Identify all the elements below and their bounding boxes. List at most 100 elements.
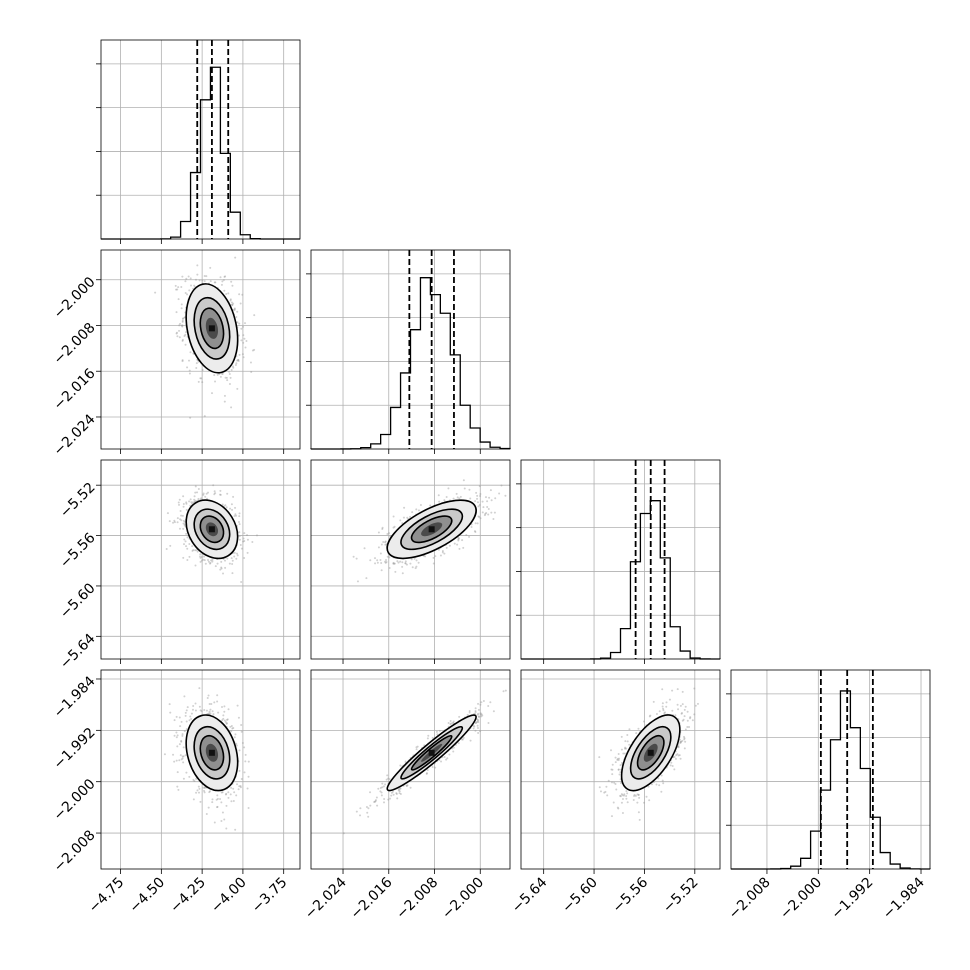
scatter-point bbox=[222, 278, 225, 281]
scatter-point bbox=[182, 527, 185, 530]
scatter-point bbox=[196, 491, 199, 494]
scatter-point bbox=[632, 798, 635, 801]
scatter-point bbox=[181, 325, 184, 328]
scatter-point bbox=[185, 508, 188, 511]
scatter-panel-3-0: −2.008−2.000−1.992−1.984 bbox=[51, 669, 301, 875]
scatter-point bbox=[447, 721, 450, 724]
scatter-point bbox=[189, 416, 192, 419]
scatter-point bbox=[465, 534, 468, 537]
scatter-point bbox=[154, 291, 157, 294]
scatter-point bbox=[382, 541, 385, 544]
scatter-point bbox=[253, 314, 256, 317]
scatter-point bbox=[230, 503, 233, 506]
scatter-point bbox=[188, 542, 191, 545]
scatter-point bbox=[191, 545, 194, 548]
scatter-point bbox=[237, 716, 240, 719]
scatter-point bbox=[234, 733, 237, 736]
scatter-point bbox=[197, 380, 200, 383]
scatter-point bbox=[253, 348, 256, 351]
scatter-point bbox=[224, 559, 227, 562]
scatter-point bbox=[477, 731, 480, 734]
scatter-point bbox=[373, 801, 376, 804]
scatter-point bbox=[474, 500, 477, 503]
scatter-point bbox=[176, 745, 179, 748]
scatter-point bbox=[224, 504, 227, 507]
scatter-point bbox=[476, 497, 479, 500]
scatter-point bbox=[386, 555, 389, 558]
scatter-point bbox=[181, 320, 184, 323]
scatter-point bbox=[402, 516, 405, 519]
scatter-point bbox=[457, 742, 460, 745]
scatter-point bbox=[230, 730, 233, 733]
scatter-point bbox=[485, 511, 488, 514]
scatter-point bbox=[462, 736, 465, 739]
scatter-point bbox=[226, 718, 229, 721]
scatter-point bbox=[390, 794, 393, 797]
scatter-point bbox=[208, 712, 211, 715]
scatter-point bbox=[235, 552, 238, 555]
scatter-point bbox=[504, 494, 507, 497]
scatter-point bbox=[468, 711, 471, 714]
scatter-point bbox=[502, 690, 505, 693]
scatter-point bbox=[237, 788, 240, 791]
scatter-point bbox=[387, 777, 390, 780]
scatter-point bbox=[221, 372, 224, 375]
scatter-point bbox=[365, 577, 368, 580]
scatter-point bbox=[173, 719, 176, 722]
scatter-point bbox=[230, 280, 233, 283]
scatter-point bbox=[219, 375, 222, 378]
scatter-point bbox=[359, 814, 362, 817]
scatter-point bbox=[397, 561, 400, 564]
scatter-point bbox=[175, 715, 178, 718]
contour-line bbox=[199, 515, 225, 544]
panel-frame bbox=[310, 669, 511, 870]
scatter-point bbox=[210, 703, 213, 706]
scatter-point bbox=[223, 289, 226, 292]
scatter-point bbox=[185, 545, 188, 548]
scatter-point bbox=[489, 489, 492, 492]
scatter-point bbox=[195, 777, 198, 780]
scatter-point bbox=[636, 801, 639, 804]
scatter-point bbox=[242, 325, 245, 328]
panel-background bbox=[101, 460, 300, 659]
histogram-panel-1 bbox=[306, 249, 511, 450]
panel-content bbox=[101, 250, 300, 449]
scatter-point bbox=[457, 539, 460, 542]
scatter-point bbox=[445, 758, 448, 761]
scatter-point bbox=[186, 558, 189, 561]
scatter-point bbox=[195, 791, 198, 794]
scatter-point bbox=[216, 562, 219, 565]
scatter-point bbox=[404, 562, 407, 565]
scatter-point bbox=[448, 544, 451, 547]
scatter-point bbox=[474, 721, 477, 724]
scatter-point bbox=[376, 561, 379, 564]
scatter-point bbox=[203, 274, 206, 277]
scatter-point bbox=[388, 532, 391, 535]
scatter-point bbox=[211, 560, 214, 563]
scatter-point bbox=[225, 722, 228, 725]
scatter-point bbox=[642, 720, 645, 723]
scatter-point bbox=[399, 793, 402, 796]
scatter-point bbox=[181, 360, 184, 363]
scatter-point bbox=[240, 580, 243, 583]
panel-frame bbox=[730, 669, 931, 870]
scatter-point bbox=[443, 552, 446, 555]
scatter-point bbox=[399, 764, 402, 767]
contour-line bbox=[400, 508, 464, 551]
scatter-point bbox=[476, 724, 479, 727]
scatter-point bbox=[250, 371, 253, 374]
scatter-point bbox=[176, 734, 179, 737]
scatter-point bbox=[386, 774, 389, 777]
scatter-point bbox=[168, 520, 171, 523]
scatter-point bbox=[175, 288, 178, 291]
scatter-point bbox=[181, 514, 184, 517]
scatter-point bbox=[242, 341, 245, 344]
scatter-point bbox=[466, 713, 469, 716]
panel-frame bbox=[310, 249, 511, 450]
scatter-point bbox=[203, 280, 206, 283]
scatter-point bbox=[229, 725, 232, 728]
scatter-point bbox=[463, 487, 466, 490]
density-peak bbox=[208, 526, 215, 533]
scatter-point bbox=[183, 538, 186, 541]
y-tick-label: −5.56 bbox=[57, 530, 99, 572]
